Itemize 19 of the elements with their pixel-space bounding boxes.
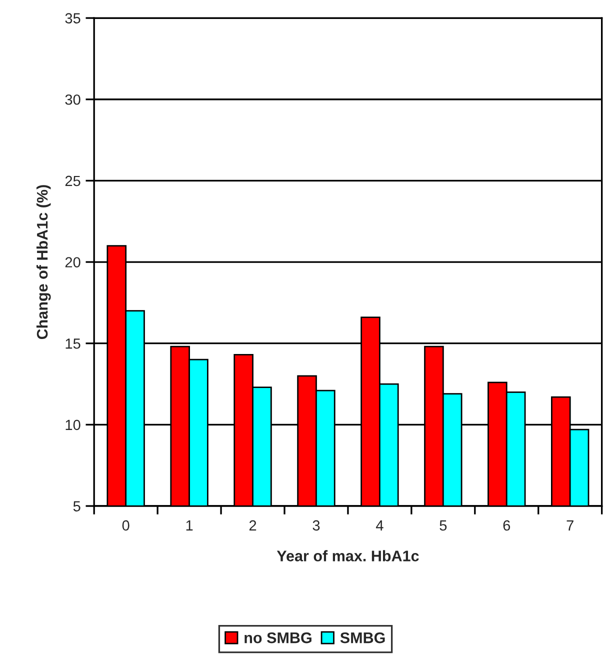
legend-label: SMBG (340, 632, 385, 644)
y-tick-label: 30 (65, 94, 80, 105)
x-tick-label: 6 (503, 520, 510, 531)
y-tick-label: 10 (66, 420, 80, 430)
y-tick-label: 20 (65, 257, 80, 268)
y-axis-title: Change of HbA1c (%) (36, 185, 51, 340)
x-tick-label: 2 (249, 520, 256, 530)
y-tick-label: 15 (66, 338, 80, 349)
x-tick-label: 1 (186, 520, 193, 530)
y-tick-label: 35 (65, 13, 80, 24)
x-tick-label: 4 (376, 520, 384, 530)
x-tick-label: 7 (566, 520, 574, 530)
x-tick-label: 5 (440, 520, 447, 531)
x-axis-title: Year of max. HbA1c (276, 550, 419, 562)
x-tick-label: 3 (312, 520, 320, 531)
legend-label: no SMBG (244, 632, 312, 644)
x-tick-label: 0 (122, 520, 130, 531)
y-tick-label: 5 (73, 501, 80, 512)
y-tick-label: 25 (65, 176, 80, 186)
